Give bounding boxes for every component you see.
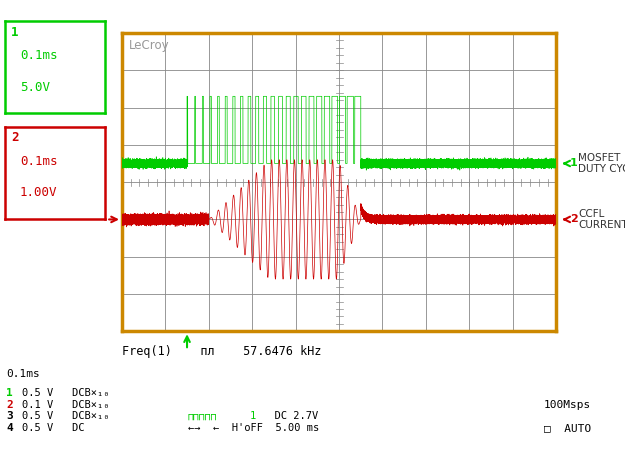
Text: 0.5 V   DCB×₁₀: 0.5 V DCB×₁₀ <box>22 388 109 398</box>
Text: 4: 4 <box>6 423 13 433</box>
Text: □  AUTO: □ AUTO <box>544 423 591 433</box>
Text: 1: 1 <box>11 26 19 39</box>
Text: 5.0V: 5.0V <box>20 81 50 94</box>
Text: 2: 2 <box>570 214 578 225</box>
Text: 0.5 V   DCB×₁₀: 0.5 V DCB×₁₀ <box>22 411 109 421</box>
Text: 0.1ms: 0.1ms <box>20 49 58 63</box>
Text: 100Msps: 100Msps <box>544 400 591 409</box>
Text: 2: 2 <box>6 400 13 409</box>
Text: 3: 3 <box>6 411 13 421</box>
Text: 1.00V: 1.00V <box>20 187 58 199</box>
Text: 1: 1 <box>250 411 256 421</box>
Text: Freq(1)    пл    57.6476 kHz: Freq(1) пл 57.6476 kHz <box>122 345 321 359</box>
Text: 0.1ms: 0.1ms <box>20 155 58 168</box>
Text: 0.1ms: 0.1ms <box>6 369 40 379</box>
Text: 2: 2 <box>11 132 19 144</box>
Text: ⊓⊓⊓⊓⊓: ⊓⊓⊓⊓⊓ <box>188 411 217 421</box>
Text: 1: 1 <box>6 388 13 398</box>
Text: 0.1 V   DCB×₁₀: 0.1 V DCB×₁₀ <box>22 400 109 409</box>
Text: DC 2.7V: DC 2.7V <box>262 411 319 421</box>
Text: LeCroy: LeCroy <box>128 39 169 52</box>
Text: 1: 1 <box>570 158 578 168</box>
Text: ←→  ←  H'oFF  5.00 ms: ←→ ← H'oFF 5.00 ms <box>188 423 319 433</box>
Text: CCFL
CURRENT: CCFL CURRENT <box>578 209 625 230</box>
Text: MOSFET
DUTY CYCLE: MOSFET DUTY CYCLE <box>578 153 625 174</box>
Text: 0.5 V   DC: 0.5 V DC <box>22 423 84 433</box>
